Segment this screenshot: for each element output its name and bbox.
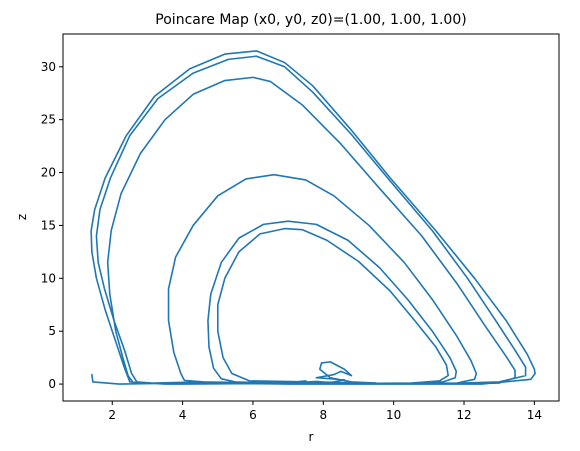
x-tick-label: 4 (179, 408, 187, 422)
axes-frame (62, 33, 560, 402)
chart-title: Poincare Map (x0, y0, z0)=(1.00, 1.00, 1… (155, 12, 466, 28)
y-tick-label: 5 (48, 324, 56, 338)
x-tick-label: 2 (108, 408, 116, 422)
x-tick-label: 6 (249, 408, 257, 422)
trajectory-line-0 (90, 50, 536, 385)
x-tick-label: 12 (456, 408, 471, 422)
y-tick-label: 10 (41, 271, 56, 285)
plot-area (90, 50, 536, 385)
y-tick-label: 20 (41, 166, 56, 180)
y-tick-label: 30 (41, 60, 56, 74)
y-tick-label: 15 (41, 218, 56, 232)
x-tick-label: 14 (527, 408, 542, 422)
x-tick-label: 10 (386, 408, 401, 422)
x-axis-label: r (309, 430, 314, 444)
x-tick-label: 8 (319, 408, 327, 422)
y-tick-label: 0 (48, 377, 56, 391)
axis-ticks: 2 4 6 8 10 12 14 0 5 10 15 20 25 30 (41, 60, 542, 422)
y-axis-label: z (15, 214, 29, 220)
y-tick-label: 25 (41, 113, 56, 127)
